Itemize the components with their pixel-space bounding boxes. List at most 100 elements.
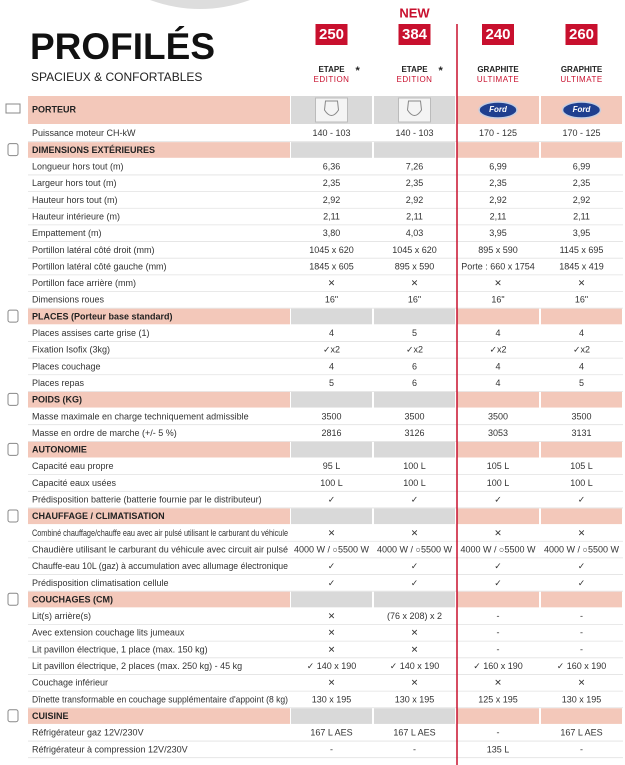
model-edition: EDITION — [314, 75, 350, 84]
cell-value: 105 L — [487, 461, 510, 471]
peugeot-logo — [406, 100, 423, 116]
cell-value: ✕ — [494, 678, 502, 688]
cell-value: - — [330, 744, 333, 754]
cell-value: - — [413, 744, 416, 754]
section-cell — [291, 308, 372, 325]
section-bg — [28, 96, 290, 124]
row-label: Dimensions roues — [32, 295, 105, 305]
section-cell — [291, 591, 372, 608]
section-cell — [541, 391, 622, 408]
cell-value: ✓ 140 x 190 — [390, 661, 440, 671]
cell-value: ✓ — [328, 495, 336, 505]
cell-value: ✓x2 — [489, 345, 506, 355]
icon — [7, 392, 19, 406]
cell-value: - — [497, 728, 500, 738]
model-name: ETAPE — [318, 65, 345, 74]
cell-value: (76 x 208) x 2 — [387, 611, 442, 621]
model-number: 250 — [319, 26, 344, 43]
cell-value: 16" — [575, 295, 588, 305]
cell-value: 2,92 — [573, 195, 591, 205]
cell-value: 4000 W / ○5500 W — [294, 544, 369, 554]
section-bg — [28, 308, 290, 325]
cell-value: - — [580, 611, 583, 621]
cell-value: ✓ 160 x 190 — [557, 661, 607, 671]
section-cell — [291, 508, 372, 525]
section-cell — [374, 308, 455, 325]
cell-value: - — [580, 644, 583, 654]
row-label: Empattement (m) — [32, 228, 102, 238]
cell-value: ✓ — [328, 578, 336, 588]
model-box — [398, 24, 431, 45]
cell-value: 140 - 103 — [312, 128, 350, 138]
cell-value: - — [497, 628, 500, 638]
model-box — [482, 24, 514, 45]
cell-value: 895 x 590 — [478, 245, 518, 255]
section-cell — [374, 508, 455, 525]
vehicle-edge — [150, 0, 250, 9]
section-cell — [541, 508, 622, 525]
cell-value: 3,80 — [323, 228, 341, 238]
cell-value: 4000 W / ○5500 W — [461, 544, 536, 554]
cell-value: 16" — [491, 295, 504, 305]
section-label: DIMENSIONS EXTÉRIEURES — [32, 145, 155, 155]
row-label: Fixation Isofix (3kg) — [32, 345, 110, 355]
section-cell — [291, 441, 372, 458]
cell-value: ✕ — [328, 528, 336, 538]
cell-value: - — [497, 644, 500, 654]
section-label: PLACES (Porteur base standard) — [32, 311, 173, 321]
row-label: Lit(s) arrière(s) — [32, 611, 91, 621]
model-edition: EDITION — [397, 75, 433, 84]
cell-value: 100 L — [487, 478, 510, 488]
cell-value: 2,11 — [406, 211, 423, 221]
cell-value: 4,03 — [406, 228, 424, 238]
section-cell — [457, 508, 539, 525]
section-cell — [374, 591, 455, 608]
cell-value: 3126 — [404, 428, 424, 438]
cell-value: 5 — [329, 378, 334, 388]
cell-value: 5 — [579, 378, 584, 388]
section-bg — [28, 142, 290, 158]
cell-value: 4 — [329, 328, 334, 338]
model-name: ETAPE — [401, 65, 428, 74]
row-label: Chaudière utilisant le carburant du véhi… — [32, 544, 288, 554]
cell-value: 1045 x 620 — [392, 245, 437, 255]
section-label: POIDS (KG) — [32, 395, 82, 405]
row-label: Masse en ordre de marche (+/- 5 %) — [32, 428, 177, 438]
cell-value: 2,35 — [323, 178, 341, 188]
cell-value: ✕ — [578, 278, 586, 288]
cell-value: 130 x 195 — [395, 694, 435, 704]
row-label: Chauffe-eau 10L (gaz) à accumulation ave… — [32, 561, 288, 571]
icon — [7, 509, 19, 523]
cell-value: 167 L AES — [393, 728, 435, 738]
cell-value: 2,92 — [323, 195, 341, 205]
section-cell — [291, 391, 372, 408]
row-label: Lit pavillon électrique, 1 place (max. 1… — [32, 644, 208, 654]
cell-value: 3500 — [571, 411, 591, 421]
icon — [7, 442, 19, 456]
cell-value: ✕ — [411, 628, 419, 638]
cell-value: 2,35 — [489, 178, 507, 188]
title: PROFILÉS — [30, 26, 215, 67]
asterisk: * — [439, 65, 444, 77]
section-cell — [291, 708, 372, 724]
cell-value: ✓ — [494, 578, 502, 588]
cell-value: 125 x 195 — [478, 694, 518, 704]
row-label: Combiné chauffage/chauffe eau avec air p… — [32, 528, 288, 538]
cell-value: 16" — [325, 295, 338, 305]
cell-value: ✕ — [328, 644, 336, 654]
section-bg — [28, 708, 290, 724]
row-label: Places assises carte grise (1) — [32, 328, 150, 338]
cell-value: 6,99 — [573, 162, 591, 172]
section-cell — [457, 441, 539, 458]
cell-value: ✕ — [411, 278, 419, 288]
section-label: PORTEUR — [32, 104, 77, 114]
row-label: Hauteur hors tout (m) — [32, 195, 118, 205]
cell-value: 105 L — [570, 461, 593, 471]
row-label: Avec extension couchage lits jumeaux — [32, 628, 185, 638]
cell-value: 4 — [495, 361, 500, 371]
cell-value: 6,99 — [489, 162, 507, 172]
cell-value: ✓ — [578, 495, 586, 505]
cell-value: 4 — [329, 361, 334, 371]
cell-value: 130 x 195 — [312, 694, 352, 704]
cell-value: 2,92 — [489, 195, 507, 205]
